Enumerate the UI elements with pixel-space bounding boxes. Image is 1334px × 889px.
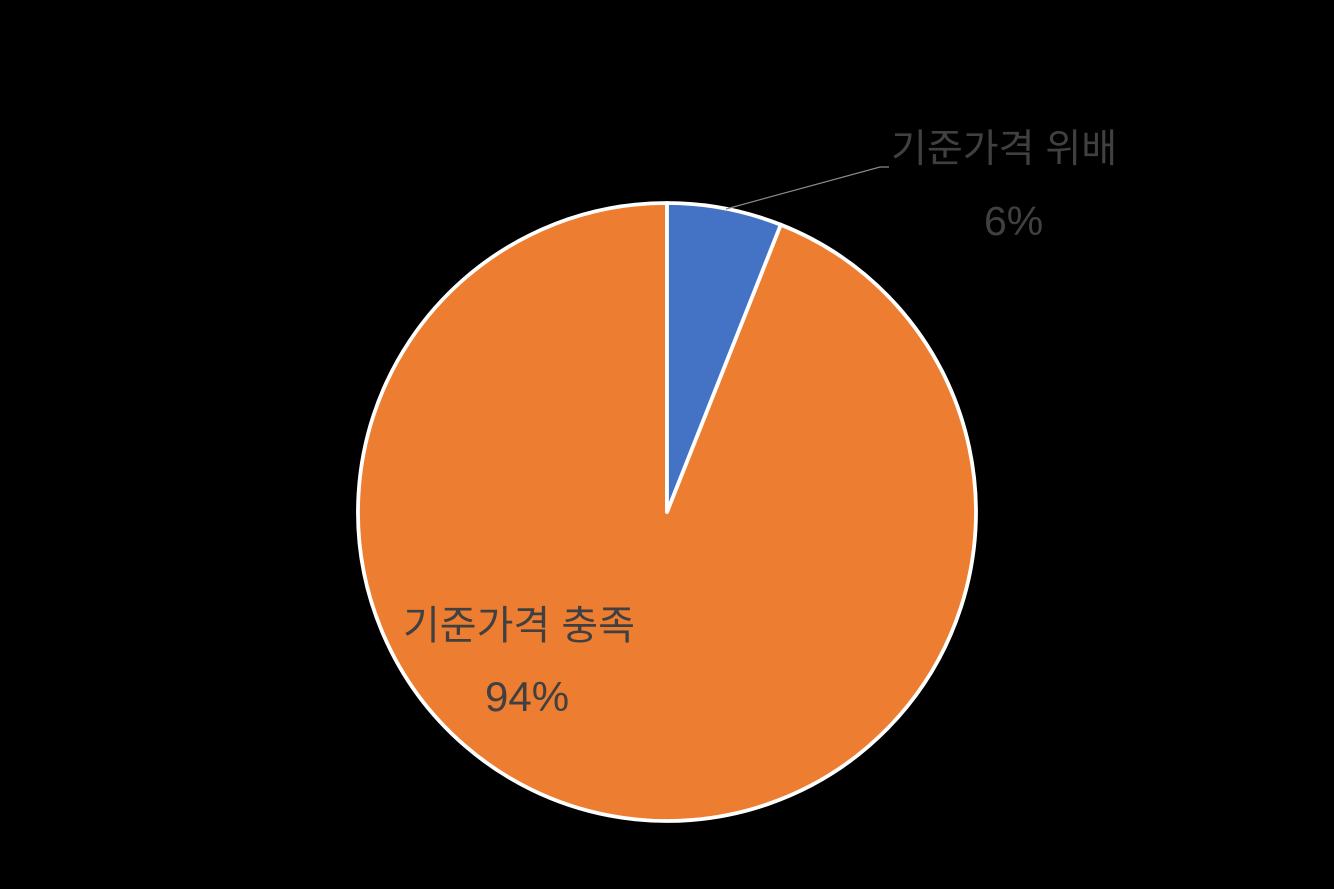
svg-text:6%: 6% <box>984 198 1043 244</box>
svg-text:94%: 94% <box>485 673 569 720</box>
svg-text:기준가격 충족: 기준가격 충족 <box>403 604 635 648</box>
svg-text:기준가격 위배: 기준가격 위배 <box>891 128 1117 171</box>
